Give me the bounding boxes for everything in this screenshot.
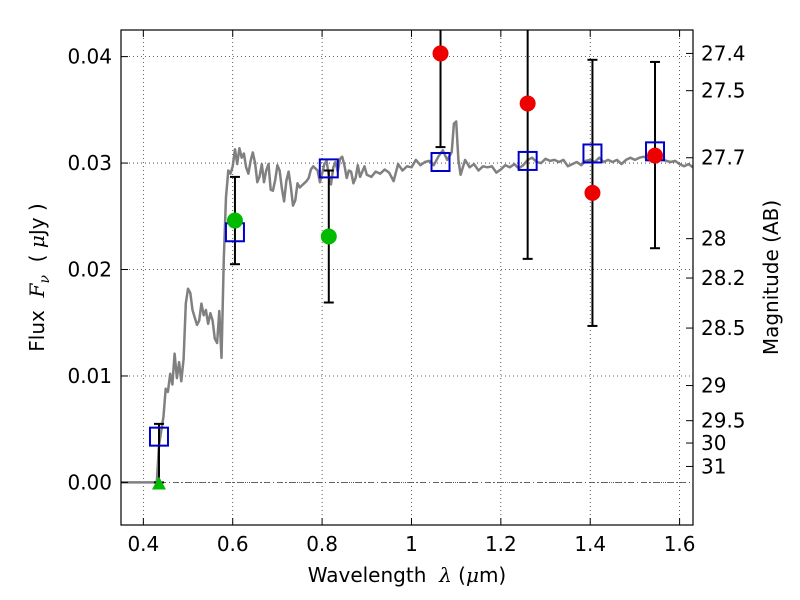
y2-tick-label: 31 <box>701 454 726 478</box>
y2-tick-label: 27.5 <box>701 79 746 103</box>
y2-tick-label: 28.5 <box>701 316 746 340</box>
plot-frame <box>120 29 694 526</box>
model-flux-square <box>318 158 339 179</box>
x-tick-label: 1.6 <box>664 532 696 556</box>
y2-tick-label: 30 <box>701 431 726 455</box>
y2-tick-label: 29.5 <box>701 409 746 433</box>
observed-flux-point <box>432 45 449 62</box>
x-tick-label: 0.6 <box>217 532 249 556</box>
observed-flux-point <box>647 147 664 164</box>
y2-tick-label: 28.2 <box>701 266 746 290</box>
x-tick-label: 1.2 <box>485 532 517 556</box>
observed-flux-point <box>584 184 601 201</box>
model-flux-square <box>517 150 538 171</box>
observed-flux-point <box>519 95 536 112</box>
y-axis-label: Flux Fν ( μJy ) <box>25 203 53 351</box>
x-axis-label: Wavelength λ (μm) <box>308 563 507 587</box>
y-tick-label: 0.01 <box>67 364 112 388</box>
y-tick-label: 0.00 <box>67 470 112 494</box>
y-tick-label: 0.02 <box>67 258 112 282</box>
y-tick-label: 0.04 <box>67 45 112 69</box>
y-tick-label: 0.03 <box>67 151 112 175</box>
observed-flux-point <box>320 228 337 245</box>
model-flux-square <box>430 152 451 172</box>
y-axis: 0.00 0.01 0.02 0.03 0.04 <box>67 45 128 494</box>
x-axis: 0.4 0.6 0.8 1 1.2 1.4 1.6 <box>127 30 696 556</box>
x-tick-label: 1 <box>405 532 418 556</box>
errorbar-layer <box>153 30 661 484</box>
upper-limit-triangle <box>151 476 166 490</box>
model-flux-square <box>582 143 603 164</box>
x-tick-label: 0.4 <box>127 532 159 556</box>
x-tick-label: 1.4 <box>574 532 606 556</box>
model-flux-square <box>148 426 169 447</box>
observed-flux-point <box>226 212 243 229</box>
y2-tick-label: 28 <box>701 227 726 251</box>
spectrum-line <box>121 120 693 484</box>
marker-layer <box>148 45 666 490</box>
y2-tick-label: 29 <box>701 374 726 398</box>
y2-axis-label: Magnitude (AB) <box>759 200 783 355</box>
spectrum-layer <box>121 120 693 484</box>
y2-tick-label: 27.7 <box>701 146 746 170</box>
grid <box>121 30 693 525</box>
x-tick-label: 0.8 <box>306 532 338 556</box>
y2-tick-label: 27.4 <box>701 41 746 65</box>
